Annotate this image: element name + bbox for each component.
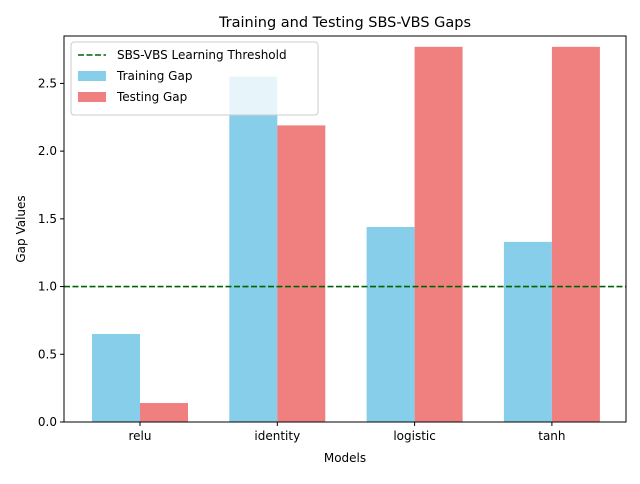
legend-testing-label: Testing Gap — [116, 90, 187, 104]
y-axis-label: Gap Values — [14, 195, 28, 262]
x-axis-label: Models — [324, 451, 366, 465]
legend-training-label: Training Gap — [116, 69, 192, 83]
testing-gap-bar-relu — [140, 403, 188, 422]
legend-threshold-label: SBS-VBS Learning Threshold — [117, 48, 287, 62]
y-tick-label: 2.5 — [38, 76, 57, 90]
chart-title: Training and Testing SBS-VBS Gaps — [218, 15, 471, 31]
x-tick-label-relu: relu — [129, 429, 152, 443]
plot-frame — [63, 35, 627, 423]
training-gap-bar-logistic — [366, 226, 415, 422]
x-tick-label-identity: identity — [254, 429, 300, 443]
ticks-layer: 0.0 0.5 1.0 1.5 2.0 2.5 relu identity logistic ta… — [38, 76, 566, 443]
legend-training-swatch — [78, 71, 106, 81]
y-tick-label: 1.5 — [38, 212, 57, 226]
x-tick-label-logistic: logistic — [393, 429, 436, 443]
legend-box — [70, 41, 319, 116]
bars-layer — [92, 46, 600, 423]
testing-gap-bar-tanh — [551, 46, 600, 423]
training-gap-bar-tanh — [503, 241, 552, 422]
legend: SBS-VBS Learning Threshold Training Gap Te… — [70, 41, 319, 116]
testing-gap-bar-identity — [277, 125, 326, 423]
y-tick-label: 2.0 — [38, 144, 57, 158]
y-tick-label: 1.0 — [38, 280, 57, 294]
y-tick-label: 0.5 — [38, 347, 57, 361]
training-gap-bar-identity — [229, 76, 278, 422]
legend-testing-swatch — [78, 92, 106, 102]
y-tick-label: 0.0 — [38, 415, 57, 429]
training-gap-bar-relu — [92, 333, 140, 422]
testing-gap-bar-logistic — [414, 46, 463, 423]
x-tick-label-tanh: tanh — [538, 429, 565, 443]
